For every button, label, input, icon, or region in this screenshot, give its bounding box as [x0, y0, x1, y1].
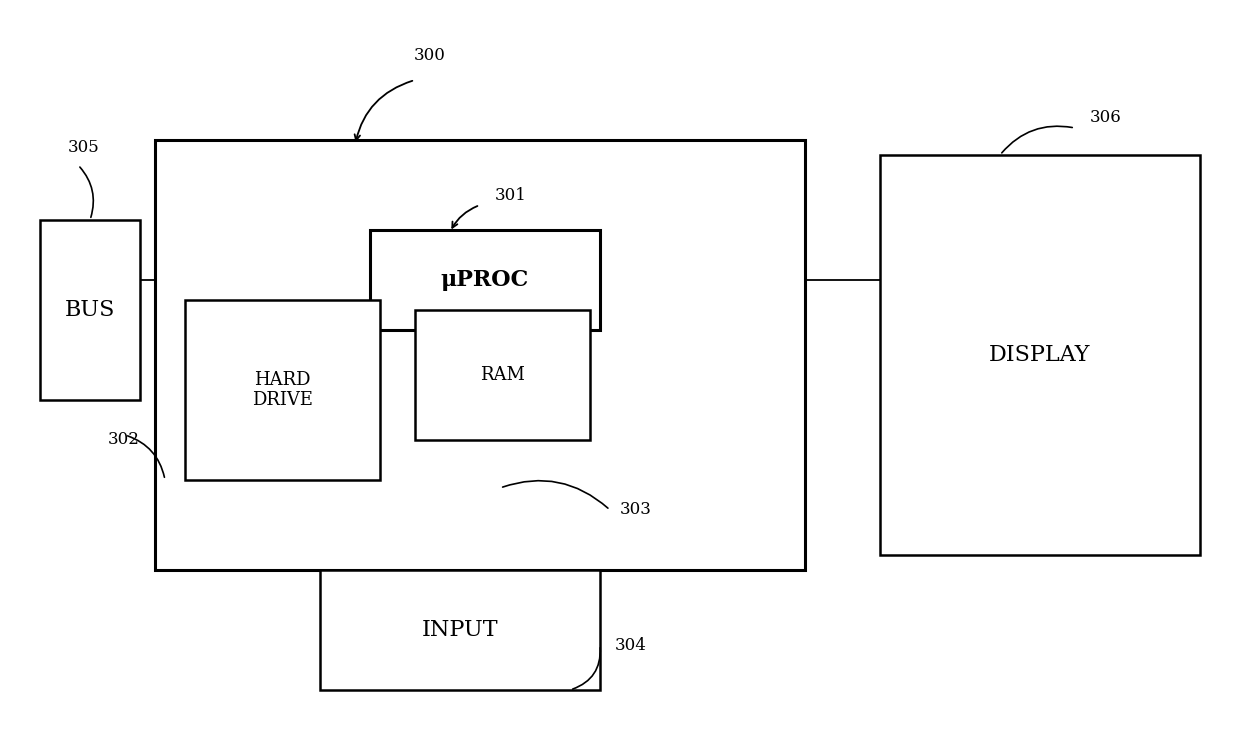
Text: 300: 300 [414, 46, 446, 63]
Text: 304: 304 [615, 637, 647, 653]
Bar [185, 300, 379, 480]
Text: BUS: BUS [64, 299, 115, 321]
Bar [320, 570, 600, 690]
Text: INPUT: INPUT [422, 619, 498, 641]
Text: DISPLAY: DISPLAY [990, 344, 1091, 366]
Bar [370, 230, 600, 330]
Bar [155, 140, 805, 570]
Text: 305: 305 [68, 139, 99, 156]
Bar [415, 310, 590, 440]
Text: HARD
DRIVE: HARD DRIVE [252, 371, 312, 409]
Text: 303: 303 [620, 501, 652, 519]
Text: 306: 306 [1090, 109, 1122, 126]
Bar [40, 220, 140, 400]
Text: 302: 302 [108, 432, 140, 449]
Text: μPROC: μPROC [441, 269, 529, 291]
Text: 301: 301 [495, 187, 527, 204]
Bar [880, 155, 1200, 555]
Text: RAM: RAM [480, 366, 525, 384]
